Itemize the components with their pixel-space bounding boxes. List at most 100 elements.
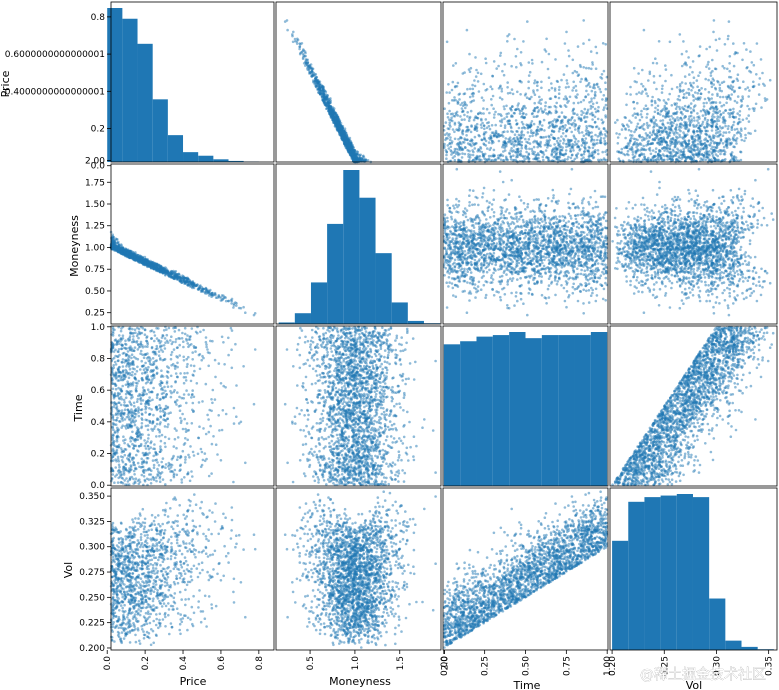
panel-time-vs-moneyness	[276, 326, 441, 487]
hist-bar-vol-6	[709, 599, 725, 650]
scatter-points-moneyness-price	[110, 231, 257, 317]
watermark: @稀土掘金技术社区	[640, 667, 766, 683]
scatter-points-vol-price	[110, 493, 257, 646]
ytick-label-vol-4: 0.300	[79, 543, 105, 553]
panel-moneyness-vs-time	[443, 164, 609, 324]
panel-time-vs-price	[110, 326, 274, 487]
hist-bar-vol-8	[742, 647, 758, 650]
hist-bar-price-4	[168, 135, 183, 162]
scatter-points-time-moneyness	[284, 326, 437, 487]
hist-bar-price-5	[183, 152, 198, 162]
panel-price-vs-time	[443, 2, 609, 163]
hist-bar-time-2	[476, 337, 492, 486]
ytick-label-moneyness-1: 0.50	[85, 287, 105, 297]
scatter-points-price-moneyness	[284, 19, 372, 163]
xtick-label-price-0: 0.0	[103, 656, 113, 671]
xtick-label-time-2: 0.50	[522, 656, 532, 676]
xtick-label-price-1: 0.2	[141, 656, 151, 670]
panel-moneyness-vs-moneyness	[276, 164, 441, 324]
hist-bar-time-1	[460, 341, 476, 486]
ytick-label-vol-2: 0.250	[79, 593, 105, 603]
panel-moneyness-vs-vol	[610, 164, 777, 324]
scatter-points-vol-time	[443, 490, 609, 648]
x-axis-label-time: Time	[513, 679, 541, 690]
hist-bar-moneyness-7	[392, 302, 408, 324]
scatter-points-moneyness-vol	[611, 168, 774, 317]
hist-bar-vol-4	[677, 494, 693, 650]
xtick-label-time-3: 0.75	[562, 656, 572, 676]
ytick-label-time-2: 0.4	[91, 418, 106, 428]
panel-time-vs-time	[443, 326, 608, 486]
ytick-label-moneyness-7: 2.00	[85, 157, 105, 167]
ytick-label-moneyness-3: 1.00	[85, 243, 105, 253]
ytick-label-price-1: 0.2	[91, 125, 105, 135]
ytick-label-moneyness-0: 0.25	[85, 309, 105, 319]
scatter-points-price-vol	[614, 19, 772, 163]
panel-frame	[276, 2, 441, 162]
xtick-label-moneyness-0: 0.5	[306, 656, 316, 670]
y-axis-label-vol: Vol	[62, 562, 75, 578]
hist-bar-price-2	[138, 44, 153, 162]
xtick-label-moneyness-2: 1.5	[396, 656, 406, 670]
hist-bar-moneyness-8	[408, 321, 424, 324]
x-axis-label-price: Price	[180, 675, 207, 688]
ytick-label-vol-1: 0.225	[79, 619, 105, 629]
hist-bar-time-5	[526, 338, 542, 486]
hist-bar-time-9	[591, 332, 607, 486]
hist-bar-price-6	[198, 156, 213, 162]
hist-bar-vol-5	[693, 497, 709, 650]
hist-bar-time-3	[493, 335, 509, 486]
panel-price-vs-moneyness	[276, 2, 441, 163]
scatter-points-vol-moneyness	[284, 490, 437, 648]
xtick-label-price-3: 0.6	[217, 656, 227, 671]
hist-bar-time-7	[558, 335, 574, 486]
hist-bar-moneyness-3	[327, 224, 343, 324]
ytick-label-moneyness-5: 1.50	[85, 200, 105, 210]
ytick-label-moneyness-6: 1.75	[85, 178, 105, 188]
hist-bar-price-3	[153, 99, 168, 162]
hist-bar-moneyness-1	[295, 313, 311, 324]
ytick-label-time-3: 0.6	[91, 386, 106, 396]
xtick-label-price-2: 0.4	[179, 656, 189, 671]
panel-price-vs-vol	[610, 2, 777, 163]
ytick-label-price-2: 0.4000000000000001	[5, 87, 105, 97]
ytick-label-moneyness-4: 1.25	[85, 222, 105, 232]
ytick-label-vol-0: 0.200	[79, 644, 105, 654]
hist-bar-price-0	[107, 8, 122, 162]
hist-bar-moneyness-5	[359, 198, 375, 324]
panels-layer	[107, 2, 777, 650]
panel-moneyness-vs-price	[110, 164, 274, 324]
ytick-label-time-5: 1.0	[91, 323, 106, 333]
panel-vol-vs-vol	[610, 488, 777, 650]
scatter-points-moneyness-time	[443, 168, 609, 317]
xtick-label-vol-3: 0.35	[765, 656, 775, 676]
hist-bar-time-0	[444, 344, 460, 486]
hist-bar-time-6	[542, 335, 558, 486]
ytick-label-vol-3: 0.275	[79, 568, 105, 578]
hist-bar-vol-2	[644, 497, 660, 650]
y-axis-label-price: Price	[0, 70, 12, 97]
xtick-label-moneyness-1: 1.0	[351, 656, 361, 671]
ytick-label-moneyness-2: 0.75	[85, 265, 105, 275]
ytick-label-time-4: 0.8	[91, 354, 106, 364]
scatter-points-time-price	[110, 326, 257, 487]
hist-bar-vol-7	[725, 641, 741, 650]
panel-vol-vs-price	[110, 488, 274, 650]
scatter-points-price-time	[443, 19, 609, 163]
hist-bar-time-4	[509, 332, 525, 486]
ytick-label-time-0: 0.0	[91, 481, 106, 491]
panel-frame	[111, 164, 274, 324]
panel-time-vs-vol	[610, 326, 777, 487]
panel-vol-vs-moneyness	[276, 488, 441, 650]
hist-bar-vol-3	[661, 496, 677, 650]
hist-bar-time-8	[575, 335, 591, 486]
hist-bar-vol-0	[612, 541, 628, 650]
ytick-label-vol-6: 0.350	[79, 492, 105, 502]
ytick-label-time-1: 0.2	[91, 450, 105, 460]
xtick-label-vol-0: 0.20	[608, 656, 618, 676]
ytick-label-price-3: 0.6000000000000001	[5, 50, 105, 60]
hist-bar-price-1	[122, 19, 137, 162]
hist-bar-moneyness-2	[311, 282, 327, 324]
panel-vol-vs-time	[443, 488, 609, 650]
